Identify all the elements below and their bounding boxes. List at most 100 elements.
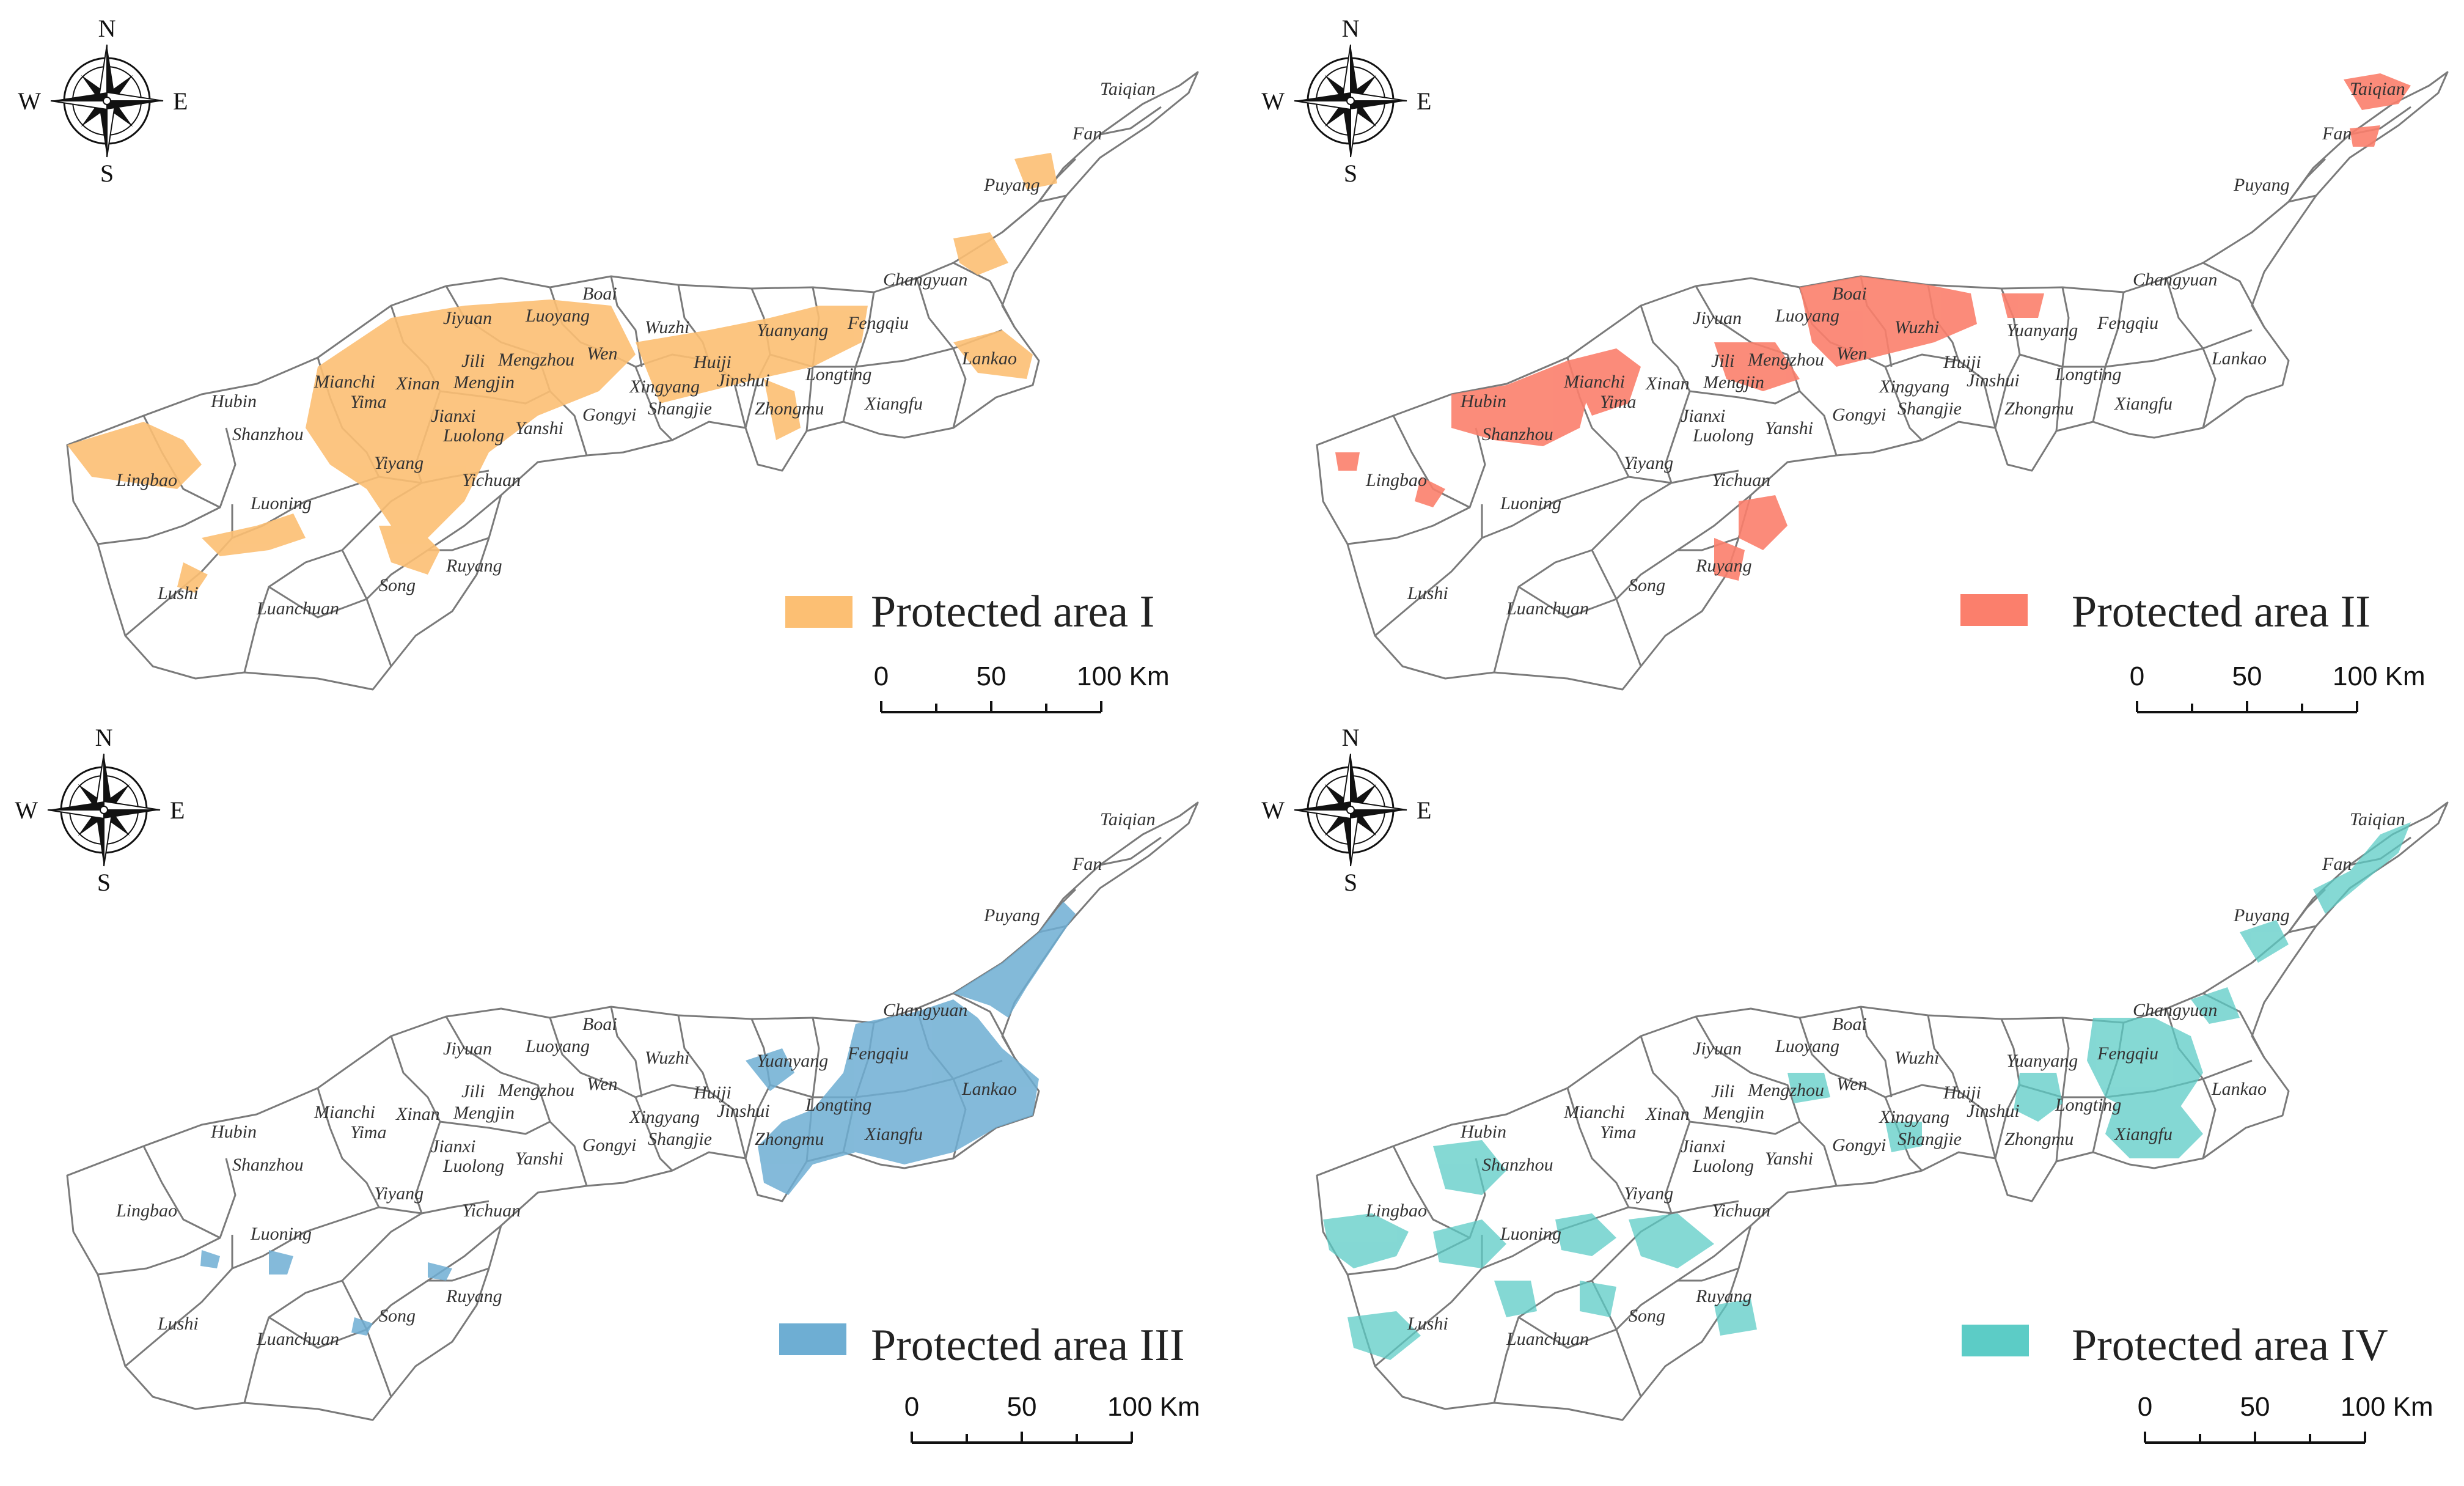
county-label: Lankao: [2211, 348, 2267, 369]
county-label: Wen: [587, 1074, 618, 1094]
compass: N S E W: [15, 724, 185, 896]
county-label: Yuanyang: [2006, 1051, 2078, 1071]
county-label: Mengzhou: [1747, 350, 1824, 370]
county-label: Wen: [1836, 1074, 1868, 1094]
legend: Protected area III: [779, 1320, 1185, 1370]
compass-north-label: N: [1342, 15, 1360, 42]
county-label: Zhongmu: [755, 1129, 824, 1149]
county-label: Mengzhou: [1747, 1080, 1824, 1100]
county-label: Jinshui: [717, 1101, 770, 1121]
county-label: Xiangfu: [2114, 394, 2172, 414]
county-label: Jili: [461, 1081, 485, 1102]
county-label: Yichuan: [462, 1201, 521, 1221]
county-label: Yanshi: [515, 1149, 563, 1169]
county-label: Yichuan: [462, 470, 521, 490]
county-label: Luolong: [1692, 425, 1754, 446]
county-label: Changyuan: [883, 1000, 967, 1020]
protected-area-patches: [67, 153, 1057, 593]
county-label: Taiqian: [1100, 79, 1156, 99]
compass: N S E W: [1261, 15, 1431, 187]
scale-label: 100 Km: [1107, 1392, 1200, 1422]
county-label: Yuanyang: [2006, 320, 2078, 340]
county-label: Changyuan: [883, 270, 967, 290]
county-label: Boai: [582, 284, 617, 304]
county-label: Xingyang: [629, 377, 700, 397]
county-label: Jiyuan: [1693, 308, 1742, 328]
scale-label: 100 Km: [2333, 661, 2426, 691]
compass: N S E W: [18, 15, 188, 187]
scale-label: 50: [977, 661, 1007, 691]
county-label: Jianxi: [431, 406, 475, 426]
legend-swatch: [1962, 1325, 2029, 1356]
county-label: Boai: [1832, 284, 1867, 304]
county-label: Xinan: [1645, 373, 1690, 394]
county-label: Luoyang: [1775, 306, 1839, 326]
county-label: Shanzhou: [232, 1155, 304, 1175]
county-label: Ruyang: [446, 1286, 502, 1306]
county-label: Jiyuan: [1693, 1039, 1742, 1059]
county-label: Yanshi: [1765, 1149, 1813, 1169]
county-label: Luoyang: [525, 1036, 590, 1056]
legend-swatch: [779, 1323, 846, 1355]
county-label: Lankao: [2211, 1079, 2267, 1099]
legend-label: Protected area IV: [2072, 1320, 2388, 1370]
county-label: Wuzhi: [1894, 317, 1939, 337]
compass-east-label: E: [1417, 796, 1431, 824]
county-labels: Taiqian Fan Puyang Changyuan Fengqiu Lan…: [1365, 79, 2405, 619]
county-label: Shangjie: [648, 399, 712, 419]
county-label: Luoyang: [1775, 1036, 1839, 1056]
county-label: Jianxi: [1681, 406, 1725, 426]
county-label: Song: [379, 575, 416, 595]
county-label: Lingbao: [116, 1201, 177, 1221]
county-label: Zhongmu: [2004, 399, 2074, 419]
county-label: Luoning: [250, 1224, 312, 1244]
county-label: Yiyang: [1624, 1183, 1673, 1204]
county-label: Luanchuan: [256, 598, 339, 619]
county-label: Jiyuan: [443, 308, 492, 328]
compass-south-label: S: [100, 160, 114, 187]
compass-south-label: S: [1344, 160, 1357, 187]
county-label: Mengjin: [453, 372, 515, 392]
county-label: Lushi: [1407, 1314, 1448, 1334]
compass-south-label: S: [1344, 869, 1357, 896]
county-label: Longting: [805, 1095, 871, 1115]
scale-label: 100 Km: [2341, 1392, 2433, 1422]
county-label: Luolong: [1692, 1156, 1754, 1176]
legend-label: Protected area III: [871, 1320, 1185, 1370]
county-label: Longting: [2055, 364, 2121, 384]
compass-west-label: W: [1261, 87, 1285, 115]
county-label: Jianxi: [1681, 1136, 1725, 1157]
scale-label: 50: [2232, 661, 2262, 691]
scale-bar: 0 50 100 Km: [2138, 1392, 2433, 1444]
county-label: Jili: [461, 351, 485, 371]
county-label: Jinshui: [717, 370, 770, 391]
county-label: Lingbao: [1365, 470, 1427, 490]
county-label: Gongyi: [582, 1135, 636, 1155]
compass-east-label: E: [170, 796, 185, 824]
county-label: Song: [1629, 575, 1665, 595]
county-label: Jianxi: [431, 1136, 475, 1157]
compass: N S E W: [1261, 724, 1431, 896]
county-label: Yiyang: [374, 453, 424, 473]
protected-area-patches: [200, 902, 1076, 1336]
protected-area-patches: [1323, 822, 2411, 1360]
county-label: Fengqiu: [2097, 1043, 2158, 1064]
county-label: Shanzhou: [1482, 424, 1553, 444]
compass-east-label: E: [173, 87, 188, 115]
county-label: Mianchi: [314, 1102, 375, 1122]
county-label: Fengqiu: [847, 1043, 909, 1064]
county-label: Hubin: [1460, 1122, 1506, 1142]
map-panel-protected-area-ii: N S E W Taiqian Fan Puyang Changyuan Fen…: [1261, 15, 2449, 713]
county-label: Changyuan: [2133, 270, 2217, 290]
county-label: Yiyang: [374, 1183, 424, 1204]
county-label: Xiangfu: [2114, 1124, 2172, 1144]
county-label: Zhongmu: [755, 399, 824, 419]
county-label: Yima: [1600, 1122, 1636, 1142]
county-label: Lushi: [1407, 583, 1448, 603]
county-label: Xingyang: [629, 1107, 700, 1127]
scale-bar: 0 50 100 Km: [874, 661, 1170, 713]
county-label: Luolong: [442, 425, 504, 446]
county-label: Boai: [1832, 1014, 1867, 1034]
county-label: Huiji: [1943, 1083, 1981, 1103]
